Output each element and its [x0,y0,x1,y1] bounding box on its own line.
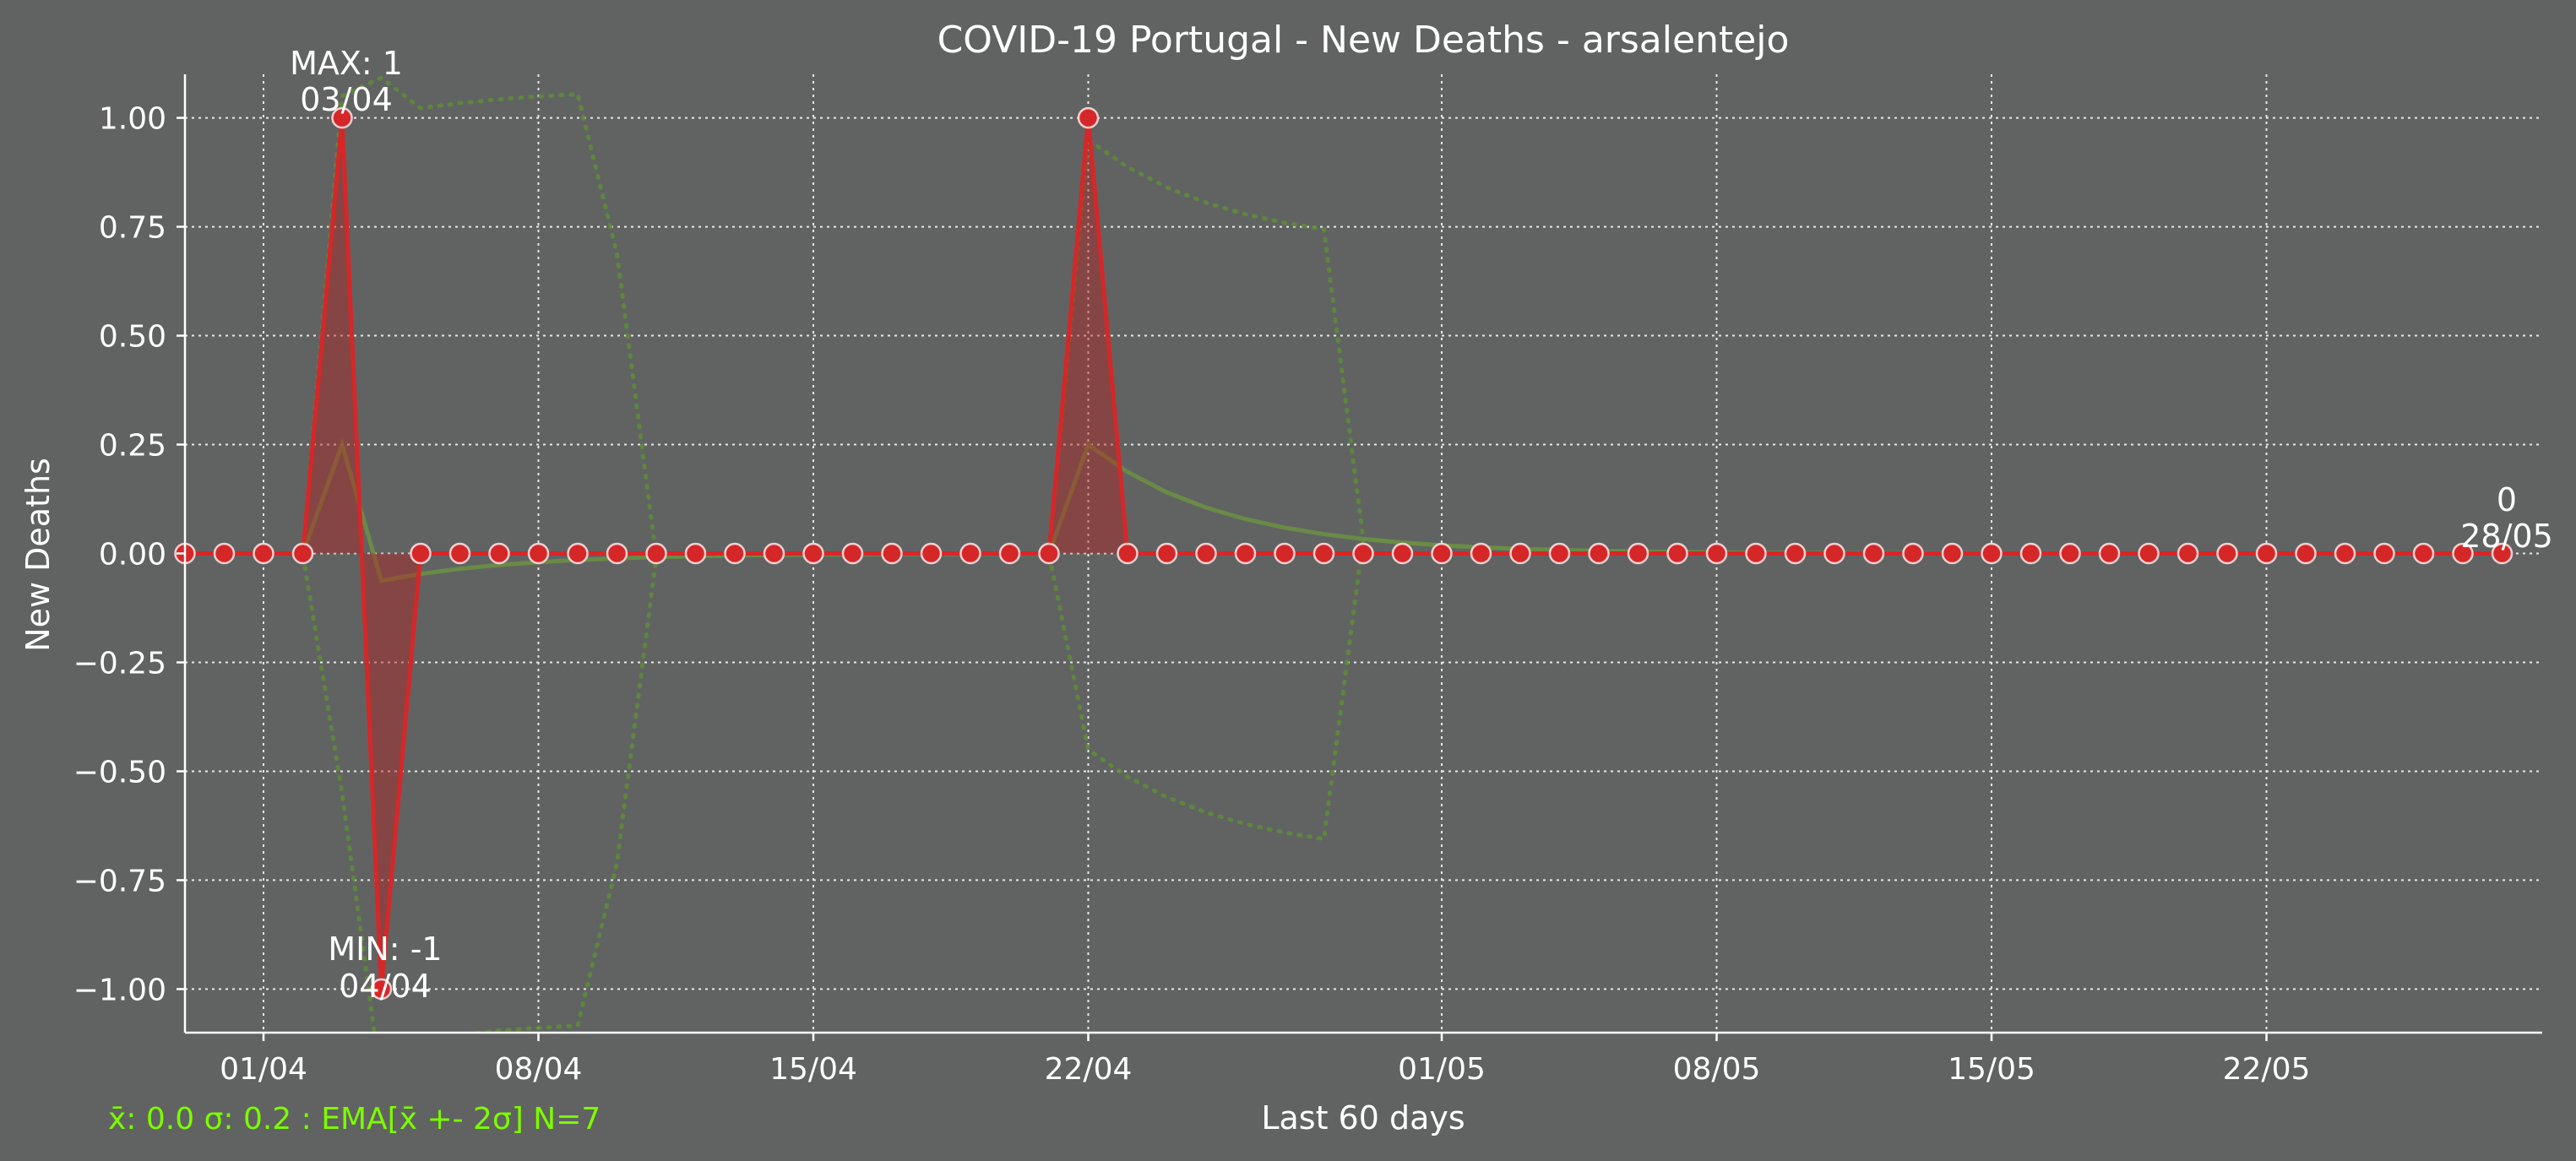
ema-lower-band [185,536,2504,1033]
data-point [1155,542,1178,565]
data-point [959,542,981,565]
data-point [763,542,785,565]
data-point [1902,542,1924,565]
y-tick-label: 0.75 [99,211,166,246]
x-tick-label: 15/05 [1948,1052,2035,1087]
y-tick-label: −0.25 [73,646,166,681]
data-point [2059,542,2081,565]
x-tick-label: 08/04 [495,1052,583,1087]
data-point [724,542,746,565]
stats-text: x̄: 0.0 σ: 0.2 : EMA[x̄ +- 2σ] N=7 [108,1102,601,1137]
min-annotation-label: MIN: -1 [328,930,442,968]
data-point [488,542,510,565]
data-point [1981,542,2003,565]
data-point [1470,542,1492,565]
data-point [331,106,353,129]
max-annotation-date: 03/04 [300,81,393,118]
markers [174,106,2514,1001]
data-point [1745,542,1767,565]
data-point [2177,542,2199,565]
data-point [2138,542,2160,565]
data-point [1666,542,1688,565]
data-point [1862,542,1885,565]
data-point [1588,542,1610,565]
data-point [1784,542,1807,565]
data-point [2334,542,2356,565]
data-point [1431,542,1453,565]
y-tick-label: −0.75 [73,864,166,898]
data-point [841,542,864,565]
y-tick-label: 0.00 [99,538,166,572]
data-point [1274,542,1296,565]
data-point [802,542,824,565]
data-point [1352,542,1374,565]
y-ticks: 1.00 0.75 0.50 0.25 0.00 −0.25 −0.50 −0.75 −1.00 [73,102,185,1007]
data-point [2412,542,2435,565]
data-point [2098,542,2121,565]
x-tick-label: 01/05 [1398,1052,1486,1087]
max-annotation-label: MAX: 1 [290,45,403,82]
data-point [606,542,628,565]
x-tick-label: 15/04 [769,1052,857,1087]
data-point [1038,542,1060,565]
data-point [448,542,471,565]
data-point [998,542,1021,565]
data-point [1627,542,1649,565]
min-annotation-date: 04/04 [339,968,432,1005]
data-point [2373,542,2395,565]
data-point [2452,542,2474,565]
data-point [1195,542,1217,565]
y-tick-label: −0.50 [73,755,166,789]
last-annotation-value: 0 [2497,481,2517,518]
annotations: MAX: 1 03/04 MIN: -1 04/04 0 28/05 [290,45,2553,1005]
data-point [253,542,274,565]
y-axis-label: New Deaths [19,458,57,652]
data-point [1117,542,1139,565]
data-point [410,542,432,565]
data-point [1391,542,1414,565]
data-point [684,542,707,565]
data-point [213,542,236,565]
data-point [1312,542,1335,565]
data-point [2255,542,2278,565]
data-point [527,542,550,565]
data-point [2491,542,2514,565]
data-point [920,542,943,565]
chart-title: COVID-19 Portugal - New Deaths - arsalen… [937,19,1790,62]
y-tick-label: 0.50 [99,320,166,355]
y-tick-label: −1.00 [73,973,166,1007]
data-point [2216,542,2238,565]
x-tick-label: 08/05 [1673,1052,1761,1087]
data-point [1077,106,1100,129]
data-point [567,542,589,565]
x-ticks: 01/04 08/04 15/04 22/04 01/05 08/05 15/05 22/05 [220,1033,2310,1087]
data-point [2295,542,2317,565]
data-point [645,542,667,565]
data-point [370,978,393,1001]
x-axis-label: Last 60 days [1261,1099,1465,1137]
x-tick-label: 22/04 [1045,1052,1133,1087]
y-tick-label: 1.00 [99,102,166,137]
x-tick-label: 01/04 [220,1052,307,1087]
data-point [1705,542,1728,565]
data-point [1509,542,1531,565]
data-point [1548,542,1571,565]
last-annotation-date: 28/05 [2460,518,2553,555]
x-tick-label: 22/05 [2223,1052,2311,1087]
data-point [2019,542,2042,565]
y-tick-label: 0.25 [99,429,166,464]
data-point [1941,542,1964,565]
data-point [881,542,903,565]
data-point [291,542,314,565]
data-point [1823,542,1845,565]
data-point [1234,542,1257,565]
